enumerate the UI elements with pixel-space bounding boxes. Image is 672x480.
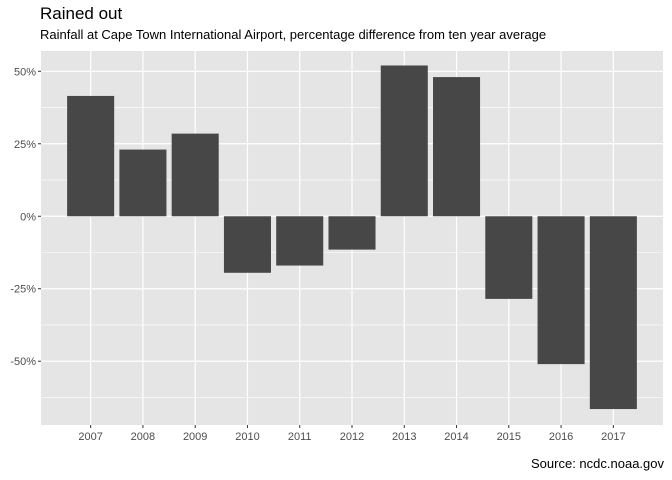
bars [67, 65, 637, 410]
x-tick-label: 2016 [549, 431, 573, 443]
bar-2014 [433, 77, 481, 217]
bar-chart: 50% 25% 0% -25% -50% 2007 2008 2009 2010 2011 201… [10, 51, 663, 443]
x-tick-label: 2011 [288, 431, 312, 443]
bar-2008 [119, 149, 167, 217]
bar-2017 [589, 216, 637, 410]
y-tick-label: 0% [20, 211, 36, 223]
y-axis: 50% 25% 0% -25% -50% [10, 66, 41, 368]
bar-2013 [380, 65, 428, 217]
bar-2015 [485, 216, 533, 299]
bar-2007 [67, 95, 115, 217]
y-tick-label: -50% [10, 356, 36, 368]
x-tick-label: 2014 [444, 431, 468, 443]
chart-title: Rained out [40, 4, 123, 23]
x-tick-label: 2008 [131, 431, 155, 443]
bar-2012 [328, 216, 376, 250]
chart-caption: Source: ncdc.noaa.gov [531, 456, 664, 471]
chart-subtitle: Rainfall at Cape Town International Airp… [40, 27, 547, 42]
x-tick-label: 2010 [235, 431, 259, 443]
bar-2010 [223, 216, 271, 273]
x-tick-label: 2015 [497, 431, 521, 443]
bar-2011 [276, 216, 324, 266]
x-tick-label: 2013 [392, 431, 416, 443]
y-tick-label: -25% [10, 284, 36, 296]
y-tick-label: 50% [14, 66, 36, 78]
x-tick-label: 2017 [601, 431, 625, 443]
x-axis: 2007 2008 2009 2010 2011 2012 2013 2014 2015 2016… [78, 425, 626, 443]
y-tick-label: 25% [14, 139, 36, 151]
x-tick-label: 2007 [78, 431, 102, 443]
bar-2009 [171, 133, 219, 217]
x-tick-label: 2012 [340, 431, 364, 443]
x-tick-label: 2009 [183, 431, 207, 443]
bar-2016 [537, 216, 585, 365]
